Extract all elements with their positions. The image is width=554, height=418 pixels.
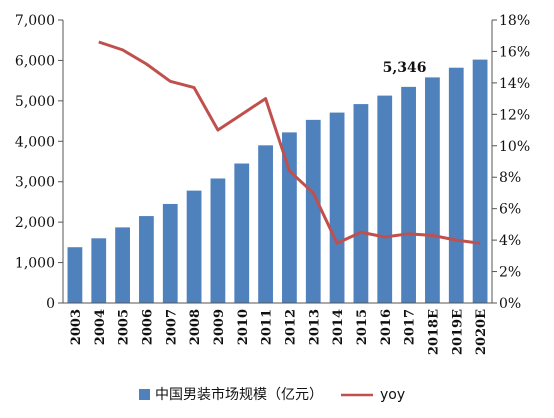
right-tick-label: 8%	[499, 170, 521, 186]
bar	[162, 203, 178, 303]
x-tick-label: 2010	[236, 309, 251, 345]
bar	[115, 227, 130, 303]
x-tick-label: 2003	[69, 309, 84, 345]
bar	[329, 112, 345, 304]
bar	[67, 247, 83, 303]
x-tick-label: 2017	[403, 309, 418, 345]
bar	[425, 77, 440, 303]
x-tick-label: 2004	[93, 309, 108, 345]
right-tick-label: 12%	[499, 107, 530, 123]
right-tick-label: 16%	[499, 44, 530, 60]
bar	[210, 178, 226, 303]
right-tick-label: 18%	[499, 13, 530, 29]
bar	[401, 86, 416, 303]
left-tick-label: 3,000	[15, 175, 55, 191]
right-tick-label: 0%	[499, 296, 521, 312]
bar	[234, 163, 250, 303]
bar	[353, 104, 369, 303]
legend-bar-label: 中国男装市场规模（亿元）	[155, 386, 323, 403]
x-tick-label: 2011	[260, 309, 275, 345]
left-tick-label: 4,000	[15, 134, 55, 150]
annotations: 5,346	[383, 60, 427, 76]
x-tick-label: 2020E	[474, 309, 489, 355]
yoy-line	[98, 40, 481, 245]
x-tick-label: 2012	[283, 309, 298, 345]
bar	[448, 67, 464, 303]
x-axis-ticks: 2003 2004 2005 2006 2007 2008 2009 2010 2011 2012…	[69, 309, 489, 355]
legend-line-label: yoy	[380, 387, 405, 403]
bar	[305, 119, 321, 303]
right-axis-ticks: 0% 2% 4% 6% 8% 10% 12% 14% 16% 18%	[492, 13, 530, 312]
line-series	[98, 40, 481, 245]
left-tick-label: 0	[46, 296, 55, 312]
x-tick-label: 2016	[379, 309, 394, 345]
x-tick-label: 2018E	[426, 309, 441, 355]
bar-series	[67, 59, 488, 304]
bar	[139, 216, 154, 303]
left-tick-label: 5,000	[15, 94, 55, 110]
x-tick-label: 2007	[164, 309, 179, 345]
right-tick-label: 14%	[499, 76, 530, 92]
right-tick-label: 2%	[499, 265, 521, 281]
x-tick-label: 2009	[212, 309, 227, 345]
left-tick-label: 6,000	[15, 53, 55, 69]
left-tick-label: 1,000	[15, 256, 55, 272]
x-tick-label: 2006	[140, 309, 155, 345]
bar	[91, 238, 107, 303]
x-tick-label: 2014	[331, 309, 346, 345]
x-tick-label: 2019E	[450, 309, 465, 355]
left-tick-label: 2,000	[15, 215, 55, 231]
x-tick-label: 2013	[307, 309, 322, 345]
bar	[472, 59, 488, 304]
x-tick-label: 2005	[117, 309, 132, 345]
right-tick-label: 6%	[499, 202, 521, 218]
left-tick-label: 7,000	[15, 13, 55, 29]
data-label: 5,346	[383, 60, 427, 76]
x-tick-label: 2008	[188, 309, 203, 345]
legend: 中国男装市场规模（亿元） yoy	[139, 386, 405, 403]
bar	[186, 190, 202, 303]
bar	[258, 145, 273, 303]
right-tick-label: 4%	[499, 233, 521, 249]
left-axis-ticks: 0 1,000 2,000 3,000 4,000 5,000 6,000 7,000	[15, 13, 63, 312]
right-tick-label: 10%	[499, 139, 530, 155]
bar	[377, 95, 393, 303]
x-tick-label: 2015	[355, 309, 370, 345]
legend-bar-swatch	[139, 389, 150, 400]
